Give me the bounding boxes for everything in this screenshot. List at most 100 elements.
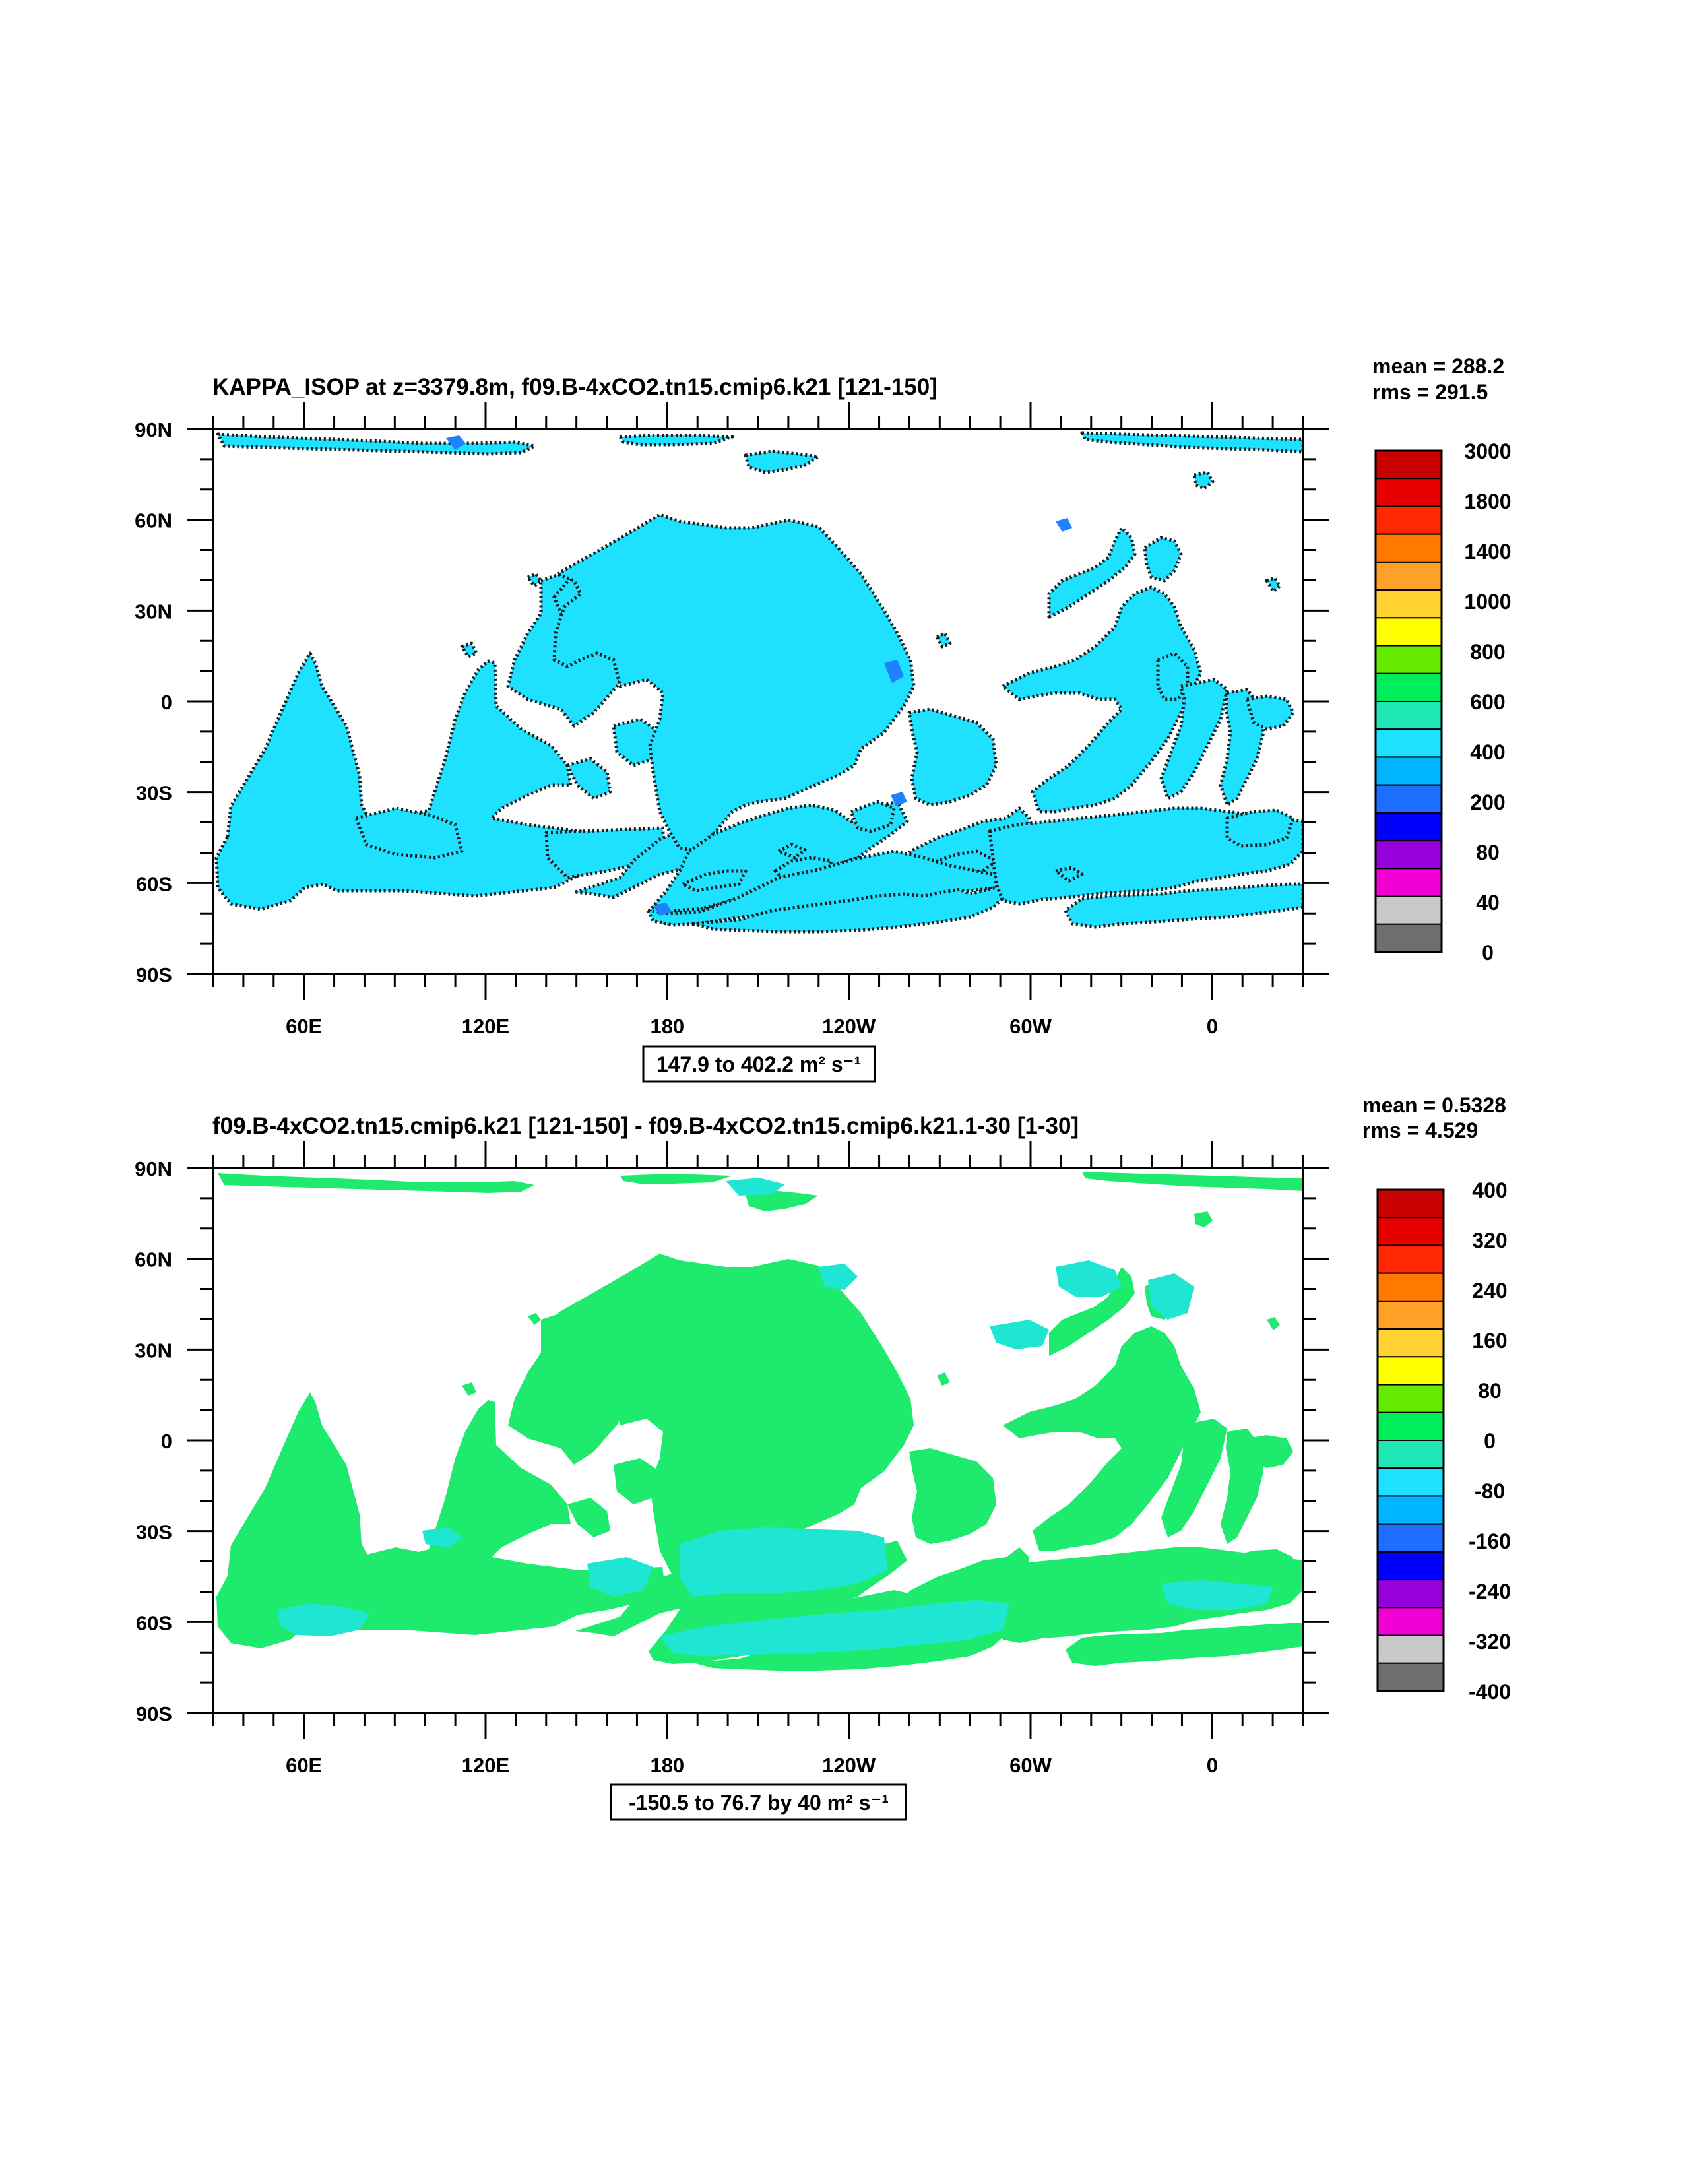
colorbar-box bbox=[1377, 1300, 1444, 1330]
colorbar-box bbox=[1375, 617, 1442, 647]
colorbar-box bbox=[1377, 1579, 1444, 1609]
colorbar-box bbox=[1375, 561, 1442, 591]
colorbar-box bbox=[1375, 728, 1442, 758]
mean-label: mean = 288.2 bbox=[1372, 354, 1504, 378]
panel-bottom: f09.B-4xCO2.tn15.cmip6.k21 [121-150] - f… bbox=[135, 1093, 1511, 1821]
colorbar-label: 0 bbox=[1482, 941, 1494, 965]
colorbar-box bbox=[1377, 1495, 1444, 1525]
secondary-field-patches bbox=[277, 1178, 1273, 1656]
colorbar-frame bbox=[1374, 449, 1443, 953]
rms-label: rms = 291.5 bbox=[1372, 380, 1488, 404]
colorbar-box bbox=[1377, 1189, 1444, 1219]
colorbar-box bbox=[1375, 478, 1442, 507]
map-ticks bbox=[187, 402, 1329, 1000]
lat-tick-label: 90S bbox=[136, 1702, 172, 1725]
colorbar-label: 200 bbox=[1470, 790, 1505, 814]
colorbar-label: 600 bbox=[1470, 690, 1505, 714]
lat-tick-label: 30S bbox=[136, 782, 172, 805]
colorbar-box bbox=[1375, 840, 1442, 870]
colorbar-label: -80 bbox=[1475, 1479, 1505, 1503]
range-label: -150.5 to 76.7 by 40 m² s⁻¹ bbox=[629, 1791, 889, 1815]
panel-top: KAPPA_ISOP at z=3379.8m, f09.B-4xCO2.tn1… bbox=[135, 354, 1512, 1083]
colorbar-label: 80 bbox=[1478, 1379, 1502, 1403]
colorbar-label: 1000 bbox=[1464, 590, 1511, 614]
colorbar-box bbox=[1377, 1634, 1444, 1664]
lon-tick-label: 120E bbox=[462, 1015, 509, 1038]
colorbar-box bbox=[1375, 645, 1442, 674]
colorbar-box bbox=[1375, 784, 1442, 814]
colorbar-box bbox=[1377, 1328, 1444, 1358]
lon-tick-label: 0 bbox=[1207, 1754, 1218, 1777]
colorbar-box bbox=[1377, 1384, 1444, 1413]
panel-title: f09.B-4xCO2.tn15.cmip6.k21 [121-150] - f… bbox=[212, 1113, 1079, 1139]
lon-tick-label: 120W bbox=[822, 1754, 876, 1777]
colorbar-box bbox=[1375, 450, 1442, 480]
colorbar-box bbox=[1375, 756, 1442, 786]
colorbar-box bbox=[1375, 895, 1442, 925]
lon-tick-label: 60W bbox=[1009, 1754, 1052, 1777]
lat-tick-label: 0 bbox=[161, 691, 172, 714]
colorbar-label: 0 bbox=[1484, 1429, 1496, 1453]
panel-title: KAPPA_ISOP at z=3379.8m, f09.B-4xCO2.tn1… bbox=[212, 374, 938, 400]
map-ticks bbox=[187, 1141, 1329, 1739]
colorbar-box bbox=[1375, 868, 1442, 897]
colorbar-label: 400 bbox=[1470, 740, 1505, 764]
lat-tick-labels: 90N 60N 30N 0 30S 60S 90S bbox=[135, 1157, 172, 1725]
lon-tick-labels: 60E 120E 180 120W 60W 0 bbox=[286, 1015, 1218, 1038]
colorbar-label: 240 bbox=[1472, 1279, 1507, 1302]
lat-tick-label: 90N bbox=[135, 418, 172, 441]
lon-tick-label: 120E bbox=[462, 1754, 509, 1777]
colorbar-box bbox=[1377, 1523, 1444, 1553]
colorbar-label: 40 bbox=[1476, 891, 1500, 915]
colorbar-label: 80 bbox=[1476, 841, 1500, 864]
lat-tick-labels: 90N 60N 30N 0 30S 60S 90S bbox=[135, 418, 172, 986]
colorbar-label: -160 bbox=[1469, 1529, 1511, 1553]
colorbar-box bbox=[1377, 1411, 1444, 1442]
colorbar-label: 1800 bbox=[1464, 490, 1511, 513]
lat-tick-label: 60S bbox=[136, 872, 172, 895]
colorbar-box bbox=[1377, 1551, 1444, 1581]
colorbar-box bbox=[1377, 1244, 1444, 1274]
colorbar-box bbox=[1375, 505, 1442, 535]
colorbar-box bbox=[1375, 533, 1442, 563]
lon-tick-label: 180 bbox=[650, 1754, 684, 1777]
rms-label: rms = 4.529 bbox=[1362, 1118, 1478, 1142]
colorbar-label: 800 bbox=[1470, 640, 1505, 664]
colorbar-box bbox=[1375, 589, 1442, 619]
colorbar: 400 320 240 160 80 0 -80 -160 -240 -320 -400 bbox=[1376, 1178, 1511, 1704]
colorbar-label: -400 bbox=[1469, 1680, 1511, 1704]
lat-tick-label: 30N bbox=[135, 1339, 172, 1362]
lat-tick-label: 60N bbox=[135, 509, 172, 532]
colorbar-label: 400 bbox=[1472, 1178, 1507, 1202]
colorbar-box bbox=[1377, 1467, 1444, 1497]
lat-tick-label: 30N bbox=[135, 600, 172, 623]
range-label: 147.9 to 402.2 m² s⁻¹ bbox=[656, 1052, 861, 1076]
colorbar-box bbox=[1377, 1440, 1444, 1469]
lat-tick-label: 90N bbox=[135, 1157, 172, 1180]
colorbar-box bbox=[1375, 701, 1442, 730]
lat-tick-label: 0 bbox=[161, 1430, 172, 1453]
range-label-box bbox=[610, 1783, 907, 1821]
colorbar-box bbox=[1377, 1217, 1444, 1246]
secondary-field-patches bbox=[446, 435, 1072, 916]
colorbar-label: -320 bbox=[1469, 1630, 1511, 1654]
lat-tick-label: 90S bbox=[136, 963, 172, 986]
colorbar-label: 320 bbox=[1472, 1229, 1507, 1252]
lon-tick-label: 180 bbox=[650, 1015, 684, 1038]
lat-tick-label: 60S bbox=[136, 1611, 172, 1634]
colorbar-label: 160 bbox=[1472, 1329, 1507, 1353]
lon-tick-label: 0 bbox=[1207, 1015, 1218, 1038]
lon-tick-label: 120W bbox=[822, 1015, 876, 1038]
lat-tick-label: 30S bbox=[136, 1521, 172, 1544]
lon-tick-labels: 60E 120E 180 120W 60W 0 bbox=[286, 1754, 1218, 1777]
colorbar-label: -240 bbox=[1469, 1580, 1511, 1603]
colorbar-label: 3000 bbox=[1464, 439, 1511, 463]
mean-label: mean = 0.5328 bbox=[1362, 1093, 1506, 1117]
lat-tick-label: 60N bbox=[135, 1248, 172, 1271]
colorbar-box bbox=[1377, 1356, 1444, 1386]
lon-tick-label: 60W bbox=[1009, 1015, 1052, 1038]
lon-tick-label: 60E bbox=[286, 1754, 322, 1777]
lon-tick-label: 60E bbox=[286, 1015, 322, 1038]
